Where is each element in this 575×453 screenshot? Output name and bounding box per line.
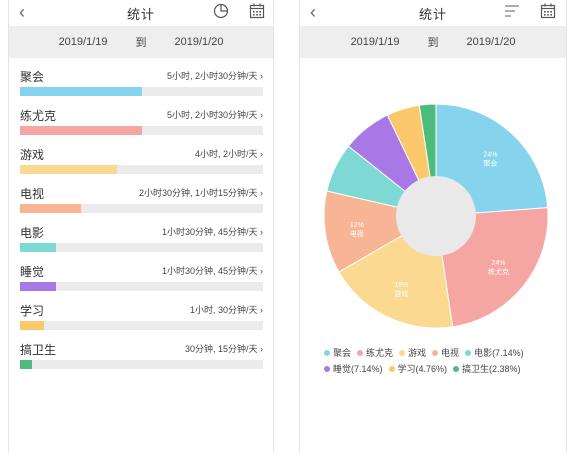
legend-item: 电视 [432, 345, 459, 361]
legend-label: 练尤克 [366, 348, 394, 358]
legend-item: 睡觉(7.14%) [324, 361, 383, 377]
progress-fill [20, 87, 142, 96]
legend-dot [357, 349, 364, 356]
progress-track [20, 165, 263, 174]
legend-item: 练尤克 [357, 345, 393, 361]
progress-fill [20, 321, 45, 330]
list-icon[interactable] [504, 3, 520, 24]
right-chart-panel: ‹ 统计 2019/1/19 到 2019/1/20 24% 聚会 24% 练尤克 19… [299, 0, 567, 453]
activity-duration: 1小时30分钟, 45分钟/天 › [161, 227, 263, 237]
legend-label: 学习(4.76%) [397, 364, 448, 374]
calendar-icon[interactable] [540, 3, 556, 24]
start-date[interactable]: 2019/1/19 [350, 36, 400, 48]
activity-label: 聚会 [20, 70, 45, 84]
activity-duration: 5小时, 2小时30分钟/天 › [166, 71, 263, 81]
progress-fill [20, 282, 57, 291]
activity-row[interactable]: 学习 1小时, 30分钟/天 › [9, 294, 273, 333]
chevron-left-icon[interactable]: ‹ [310, 2, 316, 22]
calendar-icon[interactable] [249, 3, 265, 24]
legend-item: 搞卫生(2.38%) [453, 361, 521, 377]
date-range-bar[interactable]: 2019/1/19 到 2019/1/20 [9, 26, 273, 58]
activity-row[interactable]: 练尤克 5小时, 2小时30分钟/天 › [9, 99, 273, 138]
left-stats-panel: ‹ 统计 2019/1/19 到 2019/1/20 聚会 5小时, 2小时30分… [8, 0, 274, 453]
legend-label: 电影(7.14%) [474, 348, 524, 358]
legend-dot [324, 365, 330, 372]
progress-fill [20, 360, 33, 369]
activity-duration: 2小时30分钟, 1小时15分钟/天 › [138, 188, 263, 198]
date-separator: 到 [135, 37, 147, 49]
slice-percent-label: 24% [483, 151, 497, 158]
legend-label: 搞卫生(2.38%) [462, 364, 521, 374]
right-nav-bar: ‹ 统计 [300, 0, 566, 26]
progress-track [20, 321, 263, 330]
activity-row[interactable]: 睡觉 1小时30分钟, 45分钟/天 › [9, 255, 273, 294]
progress-track [20, 126, 263, 135]
chevron-left-icon[interactable]: ‹ [19, 2, 25, 22]
legend-label: 聚会 [333, 348, 352, 358]
slice-name-label: 练尤克 [488, 267, 509, 276]
page-title: 统计 [418, 6, 447, 22]
left-nav-bar: ‹ 统计 [9, 0, 273, 26]
activity-row[interactable]: 电视 2小时30分钟, 1小时15分钟/天 › [9, 177, 273, 216]
legend-dot [432, 349, 439, 356]
date-range-bar[interactable]: 2019/1/19 到 2019/1/20 [300, 26, 566, 58]
activity-label: 学习 [20, 304, 45, 318]
activity-row[interactable]: 游戏 4小时, 2小时/天 › [9, 138, 273, 177]
legend-item: 聚会 [324, 345, 351, 361]
activity-duration: 1小时, 30分钟/天 › [189, 305, 263, 315]
slice-name-label: 游戏 [394, 289, 408, 298]
activity-label: 电影 [20, 226, 45, 240]
start-date[interactable]: 2019/1/19 [58, 36, 108, 48]
activity-duration: 4小时, 2小时/天 › [194, 149, 263, 159]
progress-track [20, 87, 263, 96]
end-date[interactable]: 2019/1/20 [466, 36, 516, 48]
legend-dot [465, 349, 472, 356]
end-date[interactable]: 2019/1/20 [174, 36, 224, 48]
donut-hole [396, 176, 476, 256]
chart-legend: 聚会 练尤克 游戏 电视 电影(7.14%) 睡觉(7.14%) 学习(4.76%) 搞卫生(… [324, 345, 554, 377]
activity-label: 练尤克 [20, 109, 57, 123]
activity-duration: 5小时, 2小时30分钟/天 › [166, 110, 263, 120]
progress-fill [20, 243, 57, 252]
slice-percent-label: 19% [394, 282, 408, 289]
page-title: 统计 [126, 6, 155, 22]
legend-item: 游戏 [399, 345, 426, 361]
legend-label: 游戏 [408, 348, 427, 358]
activity-list: 聚会 5小时, 2小时30分钟/天 › 练尤克 5小时, 2小时30分钟/天 › 游戏 4… [9, 58, 273, 372]
progress-fill [20, 204, 81, 213]
progress-track [20, 360, 263, 369]
activity-duration: 30分钟, 15分钟/天 › [184, 344, 263, 354]
legend-label: 电视 [441, 348, 460, 358]
legend-dot [453, 365, 460, 372]
activity-row[interactable]: 搞卫生 30分钟, 15分钟/天 › [9, 333, 273, 372]
progress-track [20, 204, 263, 213]
legend-dot [388, 365, 395, 372]
slice-name-label: 聚会 [483, 158, 497, 167]
activity-row[interactable]: 聚会 5小时, 2小时30分钟/天 › [9, 60, 273, 99]
activity-label: 搞卫生 [20, 343, 57, 357]
progress-track [20, 243, 263, 252]
activity-duration: 1小时30分钟, 45分钟/天 › [161, 266, 263, 276]
activity-label: 睡觉 [20, 265, 45, 279]
legend-dot [324, 349, 330, 356]
activity-row[interactable]: 电影 1小时30分钟, 45分钟/天 › [9, 216, 273, 255]
slice-percent-label: 12% [350, 222, 364, 229]
pie-chart-icon[interactable] [213, 3, 229, 24]
activity-label: 游戏 [20, 148, 45, 162]
legend-item: 电影(7.14%) [465, 345, 524, 361]
legend-dot [399, 349, 406, 356]
progress-fill [20, 165, 118, 174]
slice-name-label: 电视 [350, 229, 364, 238]
progress-fill [20, 126, 142, 135]
date-separator: 到 [427, 37, 439, 49]
slice-percent-label: 24% [492, 260, 506, 267]
legend-label: 睡觉(7.14%) [333, 364, 383, 374]
activity-label: 电视 [20, 187, 45, 201]
progress-track [20, 282, 263, 291]
legend-item: 学习(4.76%) [388, 361, 448, 377]
